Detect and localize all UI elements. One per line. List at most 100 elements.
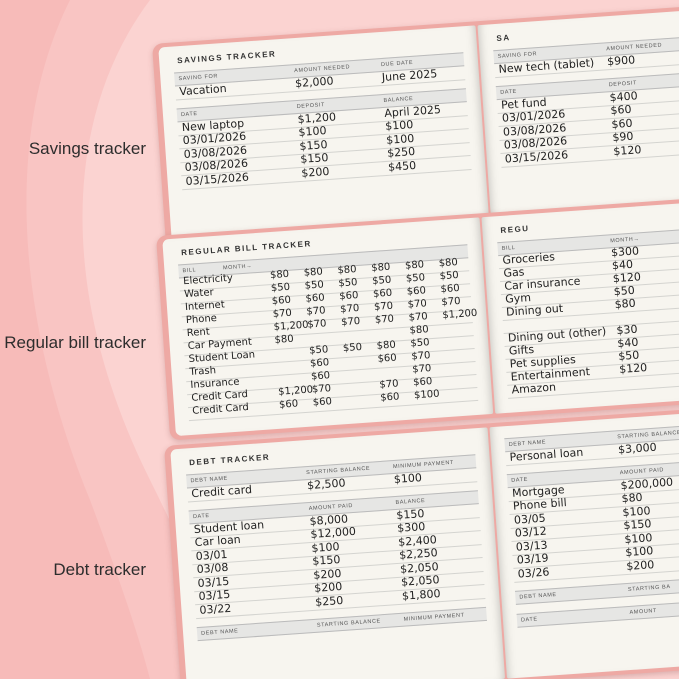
handwritten-entry: $100	[311, 539, 340, 555]
handwritten-entry: $100	[622, 503, 651, 519]
column-header: AMOUNT NEEDED	[606, 42, 663, 53]
column-header: MONTH→	[610, 236, 640, 245]
page-title: SAVINGS TRACKER	[176, 49, 277, 66]
section-label: Regular bill tracker	[4, 333, 146, 352]
handwritten-entry: $200	[312, 566, 342, 582]
handwritten-entry: Groceries	[502, 250, 556, 267]
handwritten-entry: $100	[298, 124, 327, 139]
handwritten-entry: $60	[338, 290, 359, 303]
handwritten-entry: June 2025	[381, 66, 438, 84]
handwritten-entry: $70	[272, 307, 293, 321]
column-header: DEPOSIT	[608, 80, 638, 89]
column-header: DATE	[511, 476, 529, 484]
handwritten-entry: $60	[372, 287, 393, 300]
page-title: REGULAR BILL TRACKER	[180, 239, 312, 258]
handwritten-entry: $150	[299, 137, 328, 153]
handwritten-entry: $60	[278, 398, 299, 411]
handwritten-entry: Internet	[184, 299, 226, 314]
handwritten-entry: $70	[307, 318, 327, 331]
handwritten-entry: $70	[340, 315, 361, 329]
column-header: DEBT NAME	[200, 628, 239, 637]
handwritten-entry: $60	[377, 352, 398, 365]
page-title: SA	[496, 32, 511, 43]
handwritten-entry: $70	[379, 378, 399, 391]
column-header: DEPOSIT	[296, 102, 326, 111]
column-header: DATE	[180, 110, 198, 119]
planner-page: DEBT TRACKER DEBT NAME STARTING BALANCE MIN…	[170, 427, 506, 679]
column-header: MINIMUM PAYMENT	[392, 459, 455, 471]
planner-page: REGULAR BILL TRACKER BILL MONTH→ Electricit…	[162, 217, 494, 437]
handwritten-entry: $100	[385, 131, 415, 147]
handwritten-entry: $50	[410, 337, 430, 350]
handwritten-entry: $60	[271, 294, 292, 308]
handwritten-entry: $50	[405, 272, 426, 285]
handwritten-entry: $60	[440, 282, 461, 296]
handwritten-entry: $60	[406, 285, 427, 298]
handwritten-entry: $100	[624, 544, 654, 560]
handwritten-entry: $2,500	[306, 475, 346, 492]
column-header: BALANCE	[383, 95, 414, 104]
column-header: BALANCE	[395, 497, 426, 506]
column-header: DATE	[520, 615, 538, 624]
handwritten-entry: $80	[409, 324, 430, 337]
handwritten-entry: $100	[623, 530, 653, 546]
column-header: BILL	[501, 244, 516, 252]
handwritten-entry: $1,200	[277, 384, 314, 398]
handwritten-entry: $80	[614, 296, 637, 312]
handwritten-entry: $100	[393, 470, 423, 486]
handwritten-entry: $60	[611, 116, 633, 131]
handwritten-entry: $1,200	[442, 307, 478, 322]
notebook-spread: REGULAR BILL TRACKER BILL MONTH→ Electricit…	[156, 192, 679, 441]
handwritten-entry: 03/26	[517, 564, 550, 581]
handwritten-entry: $80	[337, 264, 357, 277]
handwritten-entry: $50	[304, 279, 325, 292]
column-header: STARTING BALANCE	[617, 429, 679, 441]
column-header: SAVING FOR	[497, 51, 538, 60]
handwritten-entry: $3,000	[617, 440, 657, 456]
column-header: AMOUNT PAID	[308, 502, 354, 513]
handwritten-entry: $70	[411, 363, 432, 376]
handwritten-entry: $80	[621, 490, 643, 506]
column-header: STARTING BA	[627, 584, 671, 593]
section-label: Savings tracker	[28, 139, 146, 158]
handwritten-entry: $50	[439, 269, 460, 283]
handwritten-entry: April 2025	[383, 102, 442, 120]
handwritten-entry: $1,200	[273, 319, 309, 334]
handwritten-entry: $70	[411, 350, 431, 363]
column-header: AMOUNT NEEDED	[294, 64, 351, 75]
column-header: SAVING FOR	[178, 73, 219, 83]
page-title: DEBT TRACKER	[188, 452, 271, 468]
handwritten-entry: $50	[308, 344, 329, 357]
column-header: AMOUNT	[629, 607, 658, 616]
handwritten-entry: $70	[373, 300, 394, 313]
handwritten-entry: $50	[338, 277, 358, 290]
handwritten-entry: $70	[407, 298, 428, 311]
handwritten-entry: $90	[611, 129, 634, 145]
handwritten-entry: $70	[441, 295, 461, 309]
column-header: DATE	[192, 512, 210, 521]
handwritten-entry: $80	[303, 266, 324, 279]
handwritten-entry: $150	[299, 150, 329, 166]
handwritten-entry: Credit card	[190, 482, 253, 500]
handwritten-entry: Rent	[186, 326, 211, 340]
handwritten-entry: Trash	[189, 365, 217, 378]
handwritten-entry: Vacation	[178, 81, 227, 98]
handwritten-entry: $250	[314, 593, 344, 609]
handwritten-entry: 03/22	[199, 601, 232, 617]
handwritten-entry: $200	[625, 557, 655, 573]
planner-page: SA SAVING FOR AMOUNT NEEDED New tech (table…	[477, 4, 679, 222]
handwritten-entry: Car loan	[194, 532, 242, 550]
handwritten-entry: Insurance	[190, 376, 240, 391]
handwritten-entry: Amazon	[511, 380, 557, 397]
handwritten-entry: $400	[609, 88, 639, 104]
handwritten-entry: $70	[339, 303, 360, 316]
handwritten-entry: Dining out	[505, 301, 564, 319]
column-header: STARTING BALANCE	[316, 618, 382, 629]
handwritten-entry: Phone	[185, 312, 218, 327]
handwritten-entry: $70	[306, 305, 326, 318]
handwritten-entry: $100	[384, 117, 414, 133]
handwritten-entry: $150	[311, 552, 341, 568]
handwritten-entry: $120	[612, 142, 642, 158]
handwritten-entry: $50	[342, 341, 363, 355]
